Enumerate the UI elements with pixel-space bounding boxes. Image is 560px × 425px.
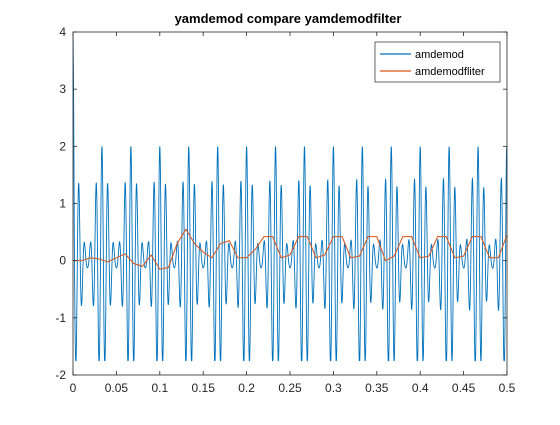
y-tick-label: -1 — [55, 311, 66, 325]
legend: amdemod amdemodfliter — [374, 41, 501, 83]
x-tick-label: 0 — [70, 381, 77, 395]
y-tick-label: 2 — [59, 139, 66, 153]
x-tick-label: 0.5 — [499, 381, 516, 395]
series-line-amdemod — [73, 32, 507, 362]
x-tick-label: 0.3 — [325, 381, 342, 395]
series-line-amdemodfliter — [73, 228, 507, 270]
legend-box — [374, 41, 501, 83]
legend-label: amdemod — [415, 49, 464, 61]
x-tick-label: 0.15 — [192, 381, 216, 395]
y-tick-label: -2 — [55, 368, 66, 382]
x-tick-label: 0.25 — [278, 381, 302, 395]
x-tick-label: 0.4 — [412, 381, 429, 395]
x-tick-label: 0.45 — [452, 381, 476, 395]
chart-title: yamdemod compare yamdemodfilter — [175, 11, 402, 26]
y-tick-label: 3 — [59, 82, 66, 96]
y-tick-label: 1 — [59, 197, 66, 211]
axes: 0 0.05 0.1 0.15 0.2 0.25 0.3 0.35 0.4 0.45 0.5 -2 -1… — [55, 25, 515, 395]
x-tick-label: 0.35 — [365, 381, 389, 395]
x-tick-label: 0.05 — [105, 381, 129, 395]
y-tick-label: 4 — [59, 25, 66, 39]
x-tick-label: 0.2 — [238, 381, 255, 395]
plot-area — [73, 32, 507, 375]
plot-background — [73, 32, 507, 375]
x-tick-label: 0.1 — [151, 381, 168, 395]
legend-label: amdemodfliter — [415, 66, 485, 78]
y-tick-label: 0 — [59, 254, 66, 268]
